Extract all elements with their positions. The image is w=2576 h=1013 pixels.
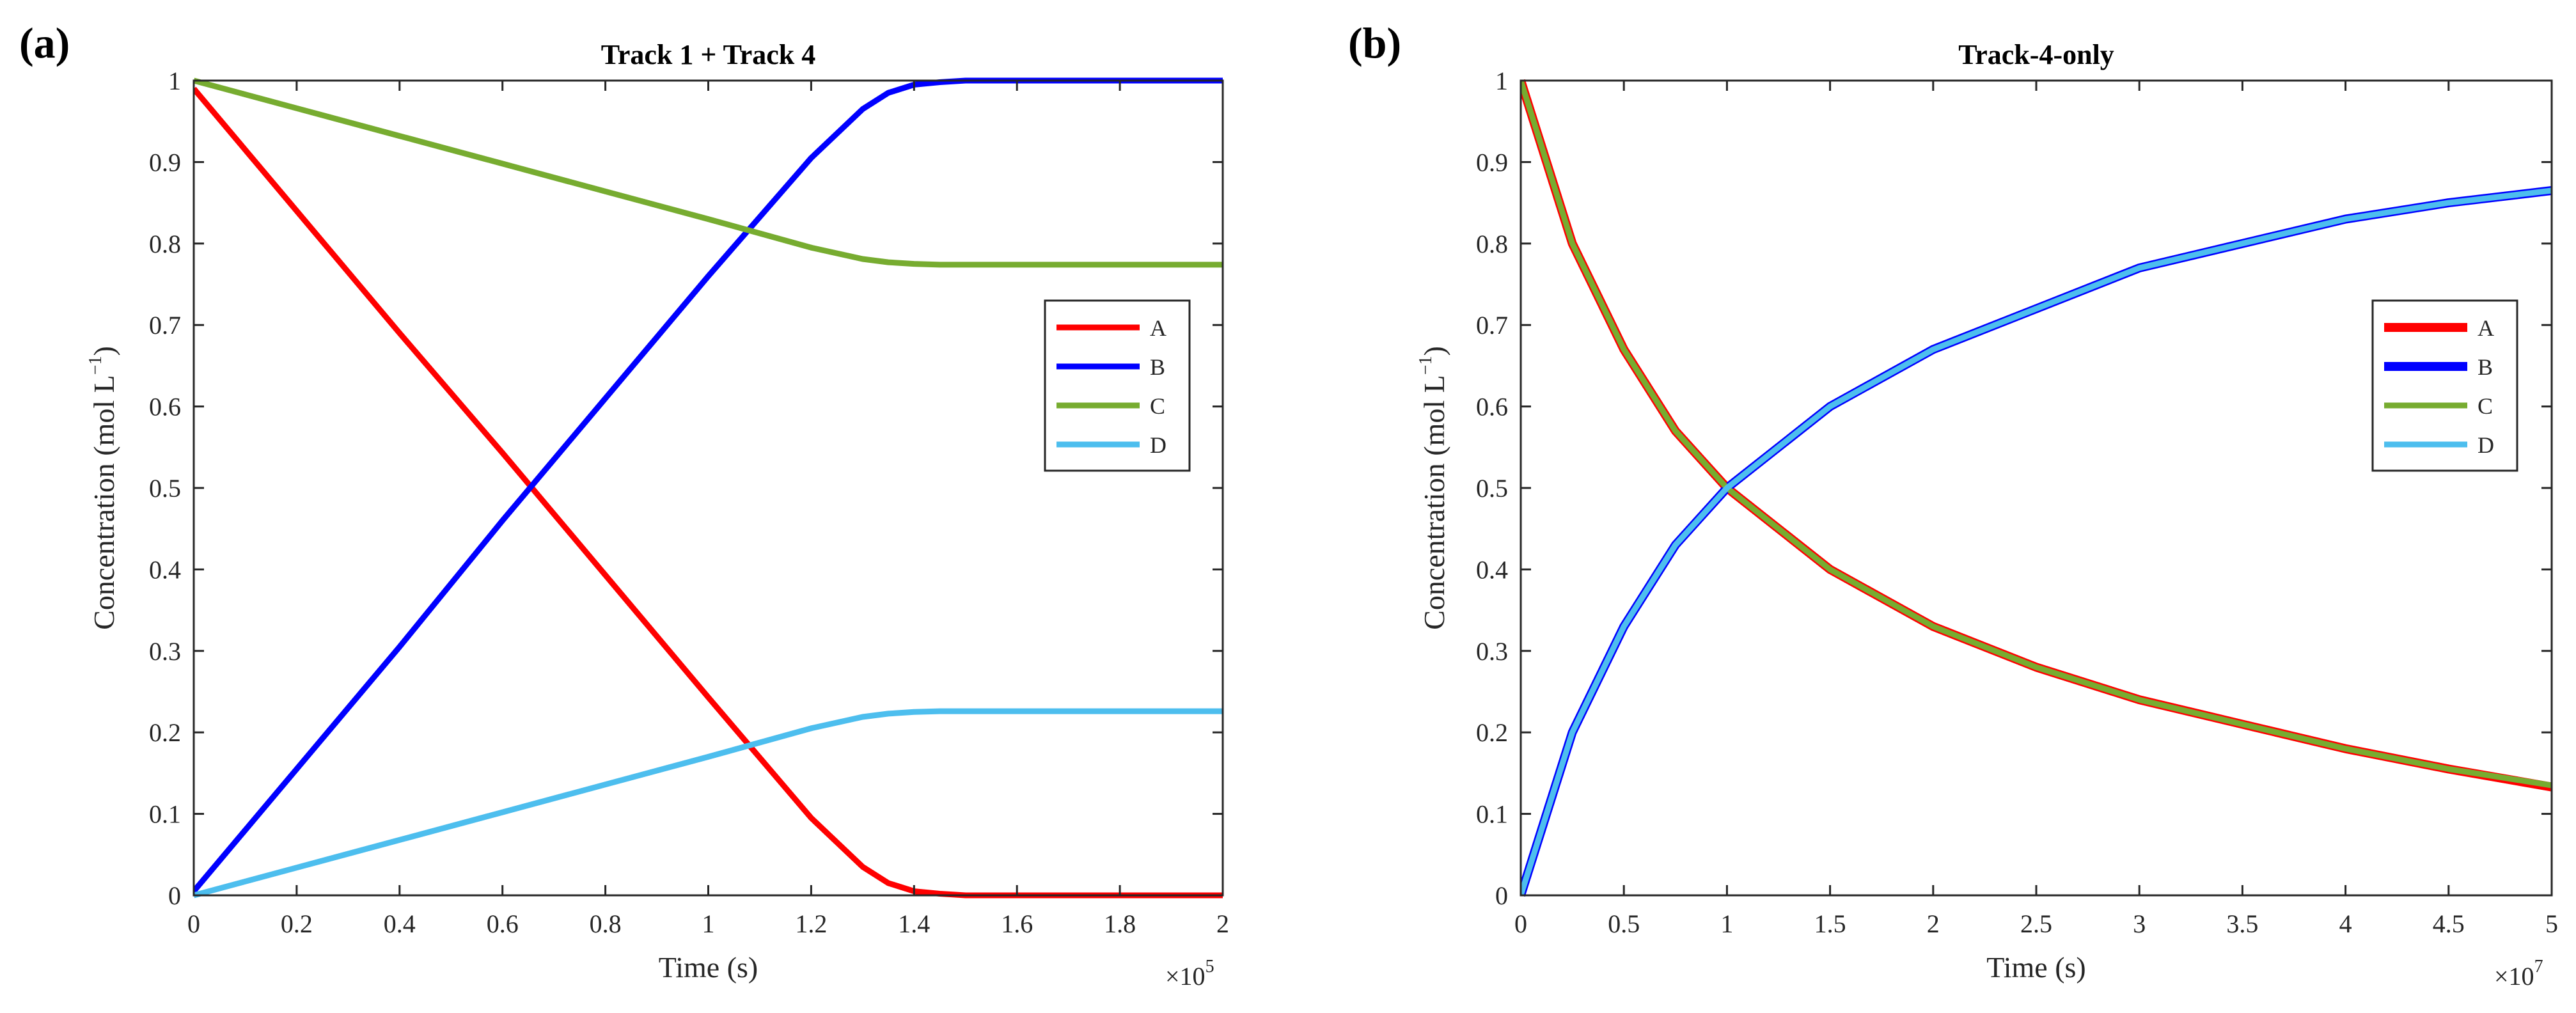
y-tick-label: 0.2 <box>1476 718 1508 747</box>
x-tick-label: 1.8 <box>1104 909 1136 938</box>
x-tick-label: 0.6 <box>487 909 519 938</box>
x-tick-label: 1.6 <box>1001 909 1033 938</box>
y-tick-label: 1 <box>168 67 181 95</box>
x-tick-label: 0.2 <box>281 909 313 938</box>
x-tick-label: 2 <box>1927 909 1940 938</box>
chart-title: Track-4-only <box>1958 39 2114 70</box>
x-tick-label: 4 <box>2339 909 2352 938</box>
x-tick-label: 2 <box>1216 909 1229 938</box>
x-tick-label: 0.5 <box>1608 909 1640 938</box>
y-tick-label: 0.9 <box>1476 148 1508 177</box>
series-line-c <box>1521 79 2552 789</box>
y-tick-label: 0.7 <box>1476 311 1508 340</box>
x-tick-label: 1 <box>1720 909 1733 938</box>
panel-label: (b) <box>1348 19 1401 67</box>
y-tick-label: 0.8 <box>1476 230 1508 258</box>
legend-label-d: D <box>2478 432 2494 458</box>
y-tick-label: 0 <box>1495 881 1508 910</box>
legend-label-d: D <box>1150 432 1166 458</box>
y-tick-label: 0.4 <box>149 555 181 584</box>
y-tick-label: 0.5 <box>149 474 181 503</box>
x-tick-label: 1 <box>702 909 715 938</box>
plot-area <box>194 81 1223 895</box>
y-tick-label: 0.5 <box>1476 474 1508 503</box>
chart-panel-a: (a) Track 1 + Track 4 0 0.2 0.4 0.6 0.8 1 1.2 1.4… <box>19 19 1229 991</box>
series-line-d <box>194 708 1223 899</box>
y-axis-label: Concentration (mol L−1) <box>86 346 120 630</box>
y-tick-label: 0.7 <box>149 311 181 340</box>
series-line-d <box>1521 187 2552 897</box>
y-tick-label: 0.1 <box>149 800 181 829</box>
legend-label-c: C <box>2478 393 2493 419</box>
legend-label-a: A <box>1150 315 1166 341</box>
chart-panel-b: (b) Track-4-only 0 0.5 1 1.5 2 2.5 3 3.5 4 4.5 5 0 0.1… <box>1348 19 2558 991</box>
x-tick-label: 3 <box>2133 909 2146 938</box>
x-axis-multiplier: ×107 <box>2494 957 2543 991</box>
x-tick-label: 2.5 <box>2020 909 2052 938</box>
y-tick-label: 0.4 <box>1476 555 1508 584</box>
x-tick-label: 3.5 <box>2226 909 2258 938</box>
y-tick-label: 0.1 <box>1476 800 1508 829</box>
y-tick-label: 1 <box>1495 67 1508 95</box>
series-line-c <box>194 77 1223 268</box>
x-tick-label: 4.5 <box>2433 909 2465 938</box>
y-tick-label: 0.2 <box>149 718 181 747</box>
x-tick-label: 0 <box>187 909 200 938</box>
x-axis-label: Time (s) <box>659 951 758 984</box>
y-tick-label: 0.3 <box>1476 637 1508 666</box>
x-tick-label: 0.8 <box>590 909 622 938</box>
legend-label-c: C <box>1150 393 1165 419</box>
y-tick-label: 0.6 <box>149 393 181 421</box>
x-tick-label: 0 <box>1514 909 1527 938</box>
y-tick-label: 0.8 <box>149 230 181 258</box>
y-tick-label: 0.3 <box>149 637 181 666</box>
x-tick-label: 1.2 <box>795 909 827 938</box>
y-tick-label: 0.6 <box>1476 393 1508 421</box>
legend-label-b: B <box>1150 354 1165 380</box>
y-axis-label: Concentration (mol L−1) <box>1416 346 1450 630</box>
series-lines <box>1521 79 2552 897</box>
legend-label-b: B <box>2478 354 2493 380</box>
x-axis-multiplier: ×105 <box>1165 957 1214 991</box>
x-tick-label: 1.4 <box>898 909 930 938</box>
y-tick-label: 0 <box>168 881 181 910</box>
chart-title: Track 1 + Track 4 <box>601 39 816 70</box>
x-tick-label: 1.5 <box>1814 909 1846 938</box>
legend-label-a: A <box>2478 315 2494 341</box>
plot-area <box>1521 81 2552 895</box>
y-tick-label: 0.9 <box>149 148 181 177</box>
panel-label: (a) <box>19 19 70 67</box>
x-axis-label: Time (s) <box>1986 951 2086 984</box>
x-tick-label: 0.4 <box>384 909 416 938</box>
x-tick-label: 5 <box>2545 909 2558 938</box>
